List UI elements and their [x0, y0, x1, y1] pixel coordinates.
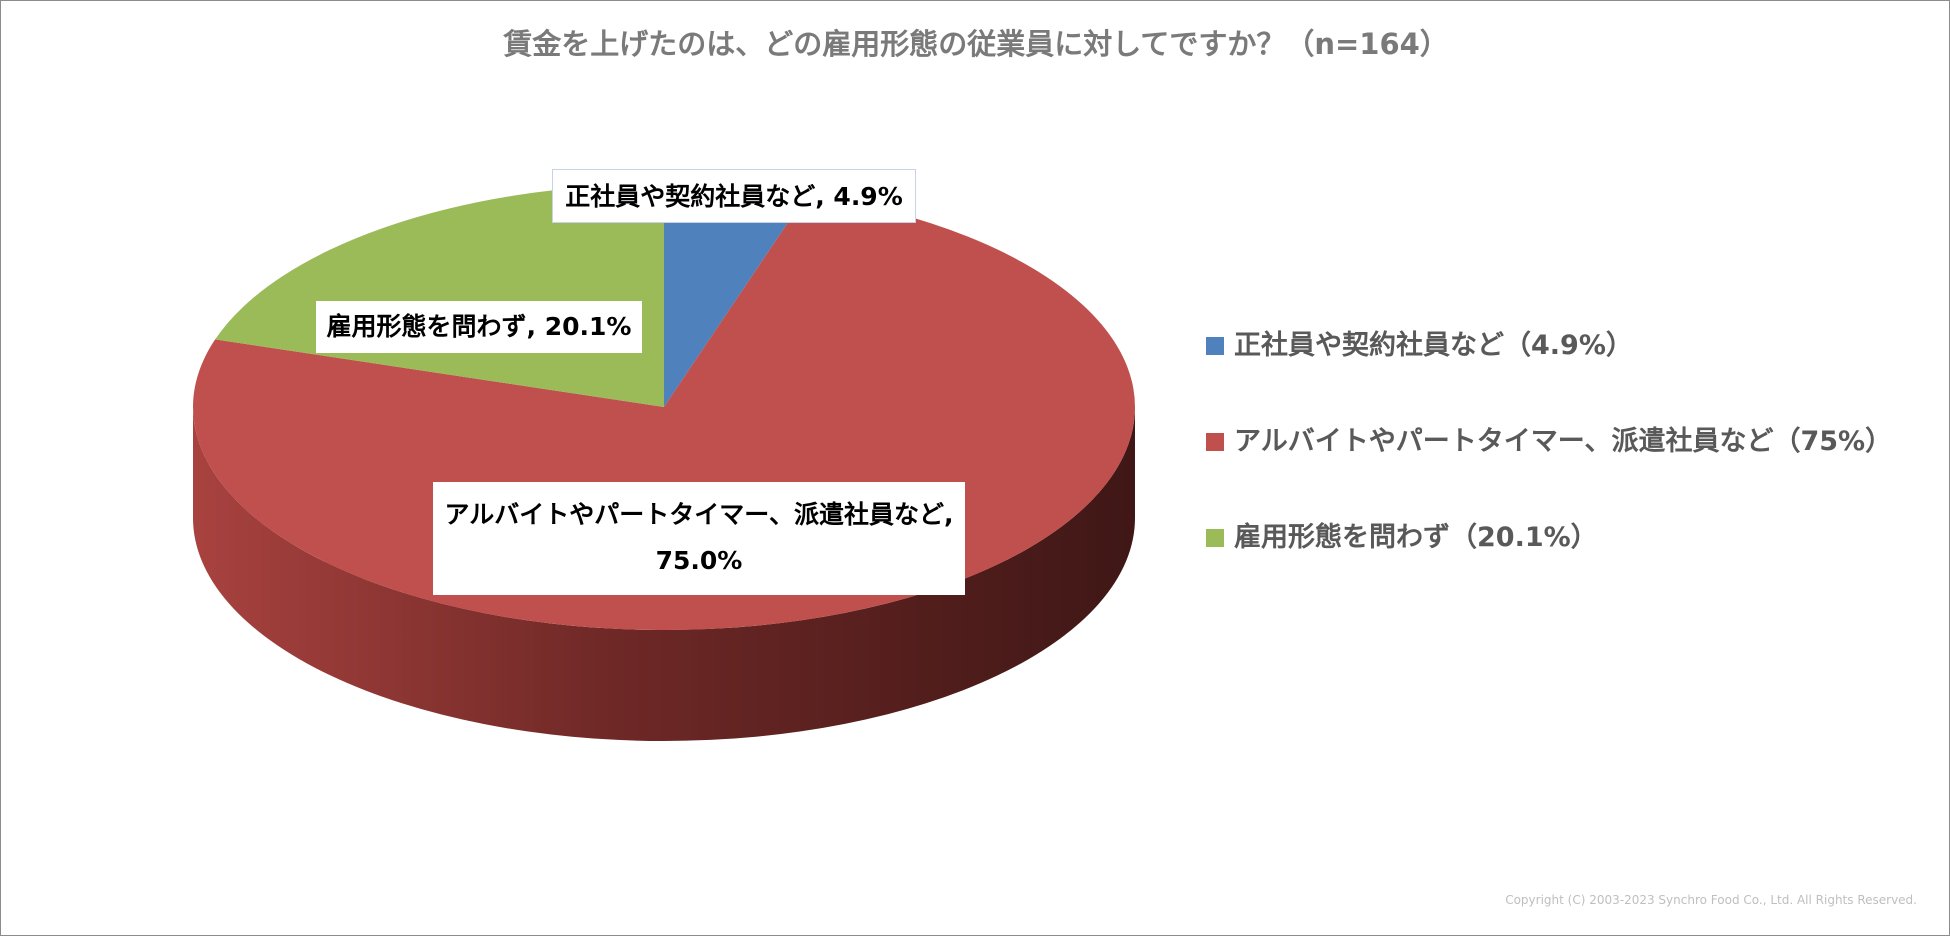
legend-item-part-arbeit: アルバイトやパートタイマー、派遣社員など（75%） [1206, 419, 1892, 515]
legend-label-part-arbeit: アルバイトやパートタイマー、派遣社員など（75%） [1234, 426, 1893, 457]
data-label-part-arbeit-line1: アルバイトやパートタイマー、派遣社員など, [444, 500, 954, 529]
legend-swatch-seishain [1206, 337, 1224, 355]
legend-item-koyou-towazu: 雇用形態を問わず（20.1%） [1206, 515, 1892, 611]
legend-swatch-koyou-towazu [1206, 529, 1224, 547]
data-label-koyou-towazu: 雇用形態を問わず, 20.1% [316, 301, 642, 353]
chart-legend: 正社員や契約社員など（4.9%） アルバイトやパートタイマー、派遣社員など（75… [1206, 323, 1892, 611]
copyright-notice: Copyright (C) 2003-2023 Synchro Food Co.… [1505, 893, 1917, 907]
data-label-part-arbeit-line2: 75.0% [655, 546, 743, 575]
data-label-seishain: 正社員や契約社員など, 4.9% [552, 169, 916, 223]
pie-slice-seishain [664, 184, 807, 407]
legend-label-seishain: 正社員や契約社員など（4.9%） [1234, 330, 1633, 361]
legend-label-koyou-towazu: 雇用形態を問わず（20.1%） [1234, 522, 1598, 553]
pie-side-part-arbeit [193, 407, 1135, 741]
data-label-part-arbeit: アルバイトやパートタイマー、派遣社員など, 75.0% [433, 482, 965, 595]
legend-item-seishain: 正社員や契約社員など（4.9%） [1206, 323, 1892, 419]
legend-swatch-part-arbeit [1206, 433, 1224, 451]
chart-title: 賃金を上げたのは、どの雇用形態の従業員に対してですか？（n=164） [503, 27, 1449, 61]
